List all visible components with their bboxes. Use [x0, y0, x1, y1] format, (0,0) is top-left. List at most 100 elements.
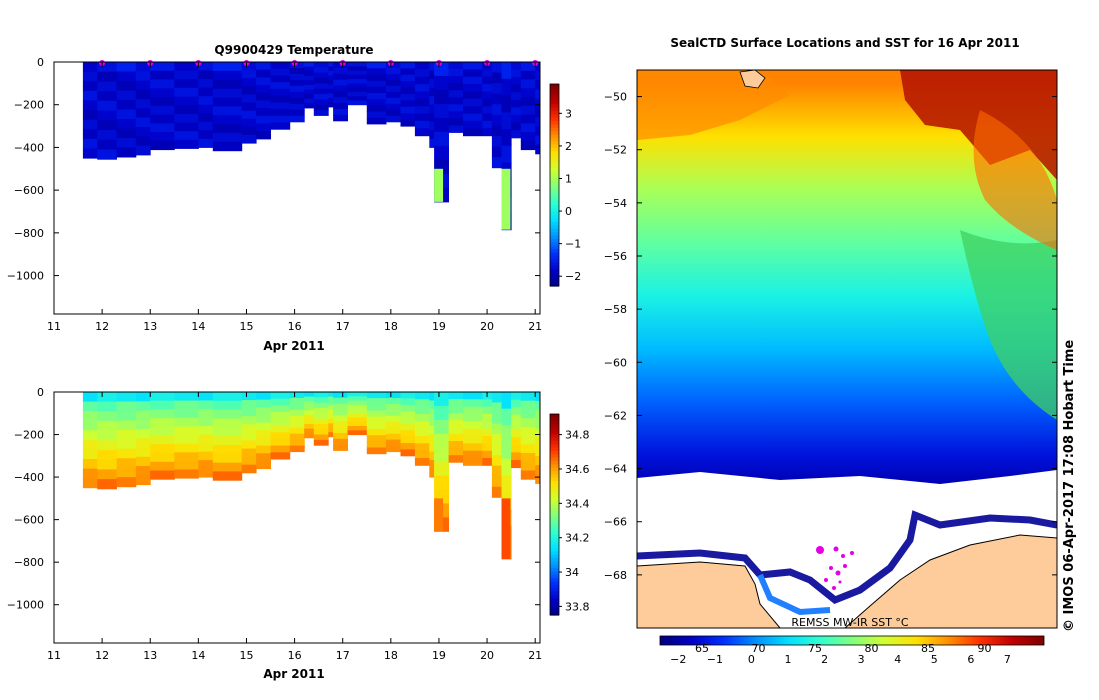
colorbar-segment — [550, 87, 559, 92]
antarctic-land — [637, 562, 780, 628]
data-cell — [482, 128, 493, 137]
data-cell — [270, 62, 291, 70]
data-cell — [174, 443, 199, 453]
data-cell — [400, 398, 416, 406]
data-cell — [333, 427, 348, 434]
colorbar-segment — [550, 581, 559, 586]
sst-map-panel: SealCTD Surface Locations and SST for 16… — [604, 36, 1077, 666]
data-cell — [150, 97, 175, 107]
data-cell — [256, 407, 271, 416]
data-cell — [313, 72, 329, 79]
data-cell — [82, 468, 98, 479]
data-cell — [150, 435, 175, 445]
data-cell — [82, 430, 98, 441]
x-tick-label: 18 — [384, 320, 398, 333]
data-cell — [448, 118, 464, 126]
seal-location-dot — [832, 586, 836, 590]
colorbar-segment — [550, 434, 559, 439]
data-cell — [313, 67, 329, 74]
colorbar-frame — [549, 83, 560, 287]
y-tick-label: −800 — [14, 227, 44, 240]
temperature-x-ticks: 11 12 13 14 15 16 17 18 19 20 21 — [47, 62, 542, 333]
data-cell — [198, 460, 214, 470]
data-cell — [386, 398, 401, 405]
data-cell — [520, 444, 536, 454]
x-tick-label: 20 — [480, 649, 494, 662]
data-cell — [333, 97, 348, 104]
data-cell — [135, 80, 151, 91]
colorbar-tick-label: 0 — [565, 205, 572, 218]
data-cell — [501, 475, 512, 493]
data-cell — [511, 107, 522, 116]
seal-location-dot — [838, 580, 842, 584]
data-cell — [386, 103, 401, 111]
data-cell — [535, 135, 541, 146]
colorbar-segment — [550, 611, 559, 616]
data-cell — [333, 403, 348, 410]
temperature-panel: Q9900429 Temperature 11 12 13 14 15 16 17 18 19 2… — [7, 43, 581, 353]
data-cell — [429, 70, 435, 80]
salinity-panel: 11 12 13 14 15 16 17 18 19 20 21 0 −200 −400 −600 −800… — [7, 386, 590, 681]
data-cell — [400, 443, 416, 450]
data-cell — [135, 466, 151, 476]
colorbar-segment — [550, 454, 559, 459]
data-cell — [434, 405, 449, 421]
lat-tick-label: −50 — [604, 91, 627, 104]
data-cell — [270, 392, 291, 400]
data-cell — [256, 108, 271, 117]
data-cell — [429, 417, 435, 427]
data-cell — [482, 428, 493, 437]
temperature-title: Q9900429 Temperature — [214, 43, 373, 57]
data-cell — [535, 465, 541, 475]
data-cell — [116, 467, 137, 478]
data-cell — [256, 415, 271, 424]
data-cell — [366, 93, 387, 100]
data-cell — [313, 423, 329, 430]
data-cell — [333, 91, 348, 98]
data-cell — [520, 105, 536, 116]
data-cell — [150, 62, 175, 72]
data-cell — [241, 416, 257, 425]
data-cell — [400, 119, 416, 127]
data-cell — [270, 122, 291, 130]
colorbar-tick-label: 2 — [565, 140, 572, 153]
data-cell — [400, 62, 416, 69]
data-cell — [241, 78, 257, 87]
data-cell — [304, 419, 315, 425]
data-cell — [313, 434, 329, 441]
data-cell — [82, 110, 98, 121]
data-cell — [520, 132, 536, 142]
data-cell — [174, 417, 199, 427]
data-cell — [463, 106, 483, 115]
data-cell — [482, 84, 493, 92]
data-cell — [82, 119, 98, 130]
data-cell — [520, 88, 536, 98]
data-cell — [520, 470, 536, 480]
data-cell — [116, 448, 137, 459]
data-cell — [448, 97, 464, 105]
data-cell — [150, 400, 175, 410]
data-cell — [212, 97, 243, 107]
data-cell — [135, 438, 151, 449]
data-cell — [289, 85, 305, 93]
data-cell — [429, 79, 435, 89]
data-cell — [328, 84, 334, 90]
data-cell — [150, 114, 175, 124]
colorbar-segment — [550, 107, 559, 112]
colorbar-segment — [550, 262, 559, 267]
data-cell — [313, 88, 329, 95]
temperature-data — [82, 60, 541, 231]
data-cell — [82, 71, 98, 82]
data-cell — [212, 62, 243, 72]
data-cell — [304, 410, 315, 416]
data-cell — [135, 108, 151, 119]
data-cell — [414, 436, 430, 444]
data-cell — [135, 136, 151, 147]
data-cell — [535, 410, 541, 420]
x-tick-label: 21 — [528, 320, 542, 333]
data-cell — [434, 145, 449, 161]
data-cell — [270, 82, 291, 90]
data-cell — [135, 117, 151, 128]
data-cell — [256, 92, 271, 101]
data-cell — [482, 98, 493, 107]
